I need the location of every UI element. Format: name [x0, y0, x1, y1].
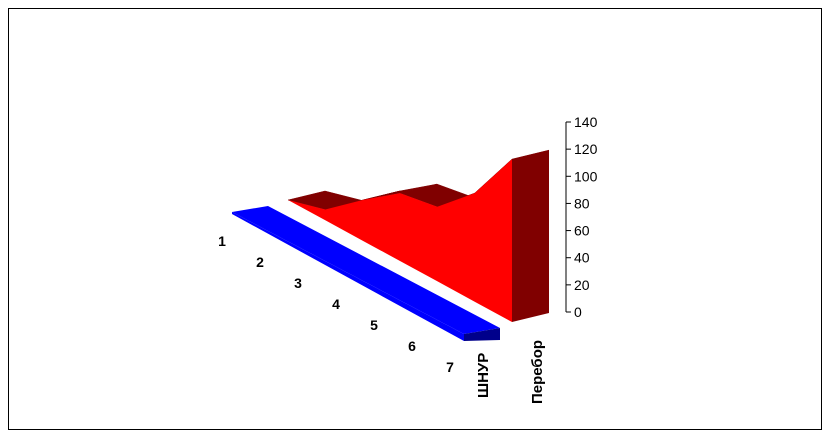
x-axis-labels: 1 2 3 4 5 6 7	[218, 233, 454, 375]
y-tick-label-40: 40	[574, 250, 590, 266]
y-tick-label-20: 20	[574, 277, 590, 293]
x-tick-label-2: 2	[256, 254, 264, 270]
y-tick-label-100: 100	[574, 168, 598, 184]
shnur-top-surface	[232, 206, 500, 334]
x-tick-label-4: 4	[332, 296, 340, 312]
x-tick-label-7: 7	[446, 359, 454, 375]
series-label-shnur: ШНУР	[475, 353, 492, 398]
perebor-front-face	[288, 159, 512, 322]
y-tick-label-140: 140	[574, 114, 598, 130]
x-tick-label-1: 1	[218, 233, 226, 249]
y-tick-label-120: 120	[574, 141, 598, 157]
perebor-end-wall	[512, 150, 549, 322]
shnur-end-face	[464, 328, 500, 341]
y-tick-label-0: 0	[574, 304, 582, 320]
x-tick-label-3: 3	[294, 275, 302, 291]
series-label-perebor: Перебор	[529, 340, 546, 404]
y-tick-label-80: 80	[574, 195, 590, 211]
y-tick-label-60: 60	[574, 223, 590, 239]
x-tick-label-5: 5	[370, 317, 378, 333]
series-perebor	[287, 149, 550, 322]
series-shnur	[232, 206, 500, 341]
x-tick-label-6: 6	[408, 338, 416, 354]
series-labels: ШНУР Перебор	[475, 340, 546, 404]
y-axis: 0 20 40 60 80 100 120 140	[565, 114, 598, 320]
shnur-front-face	[232, 212, 464, 341]
